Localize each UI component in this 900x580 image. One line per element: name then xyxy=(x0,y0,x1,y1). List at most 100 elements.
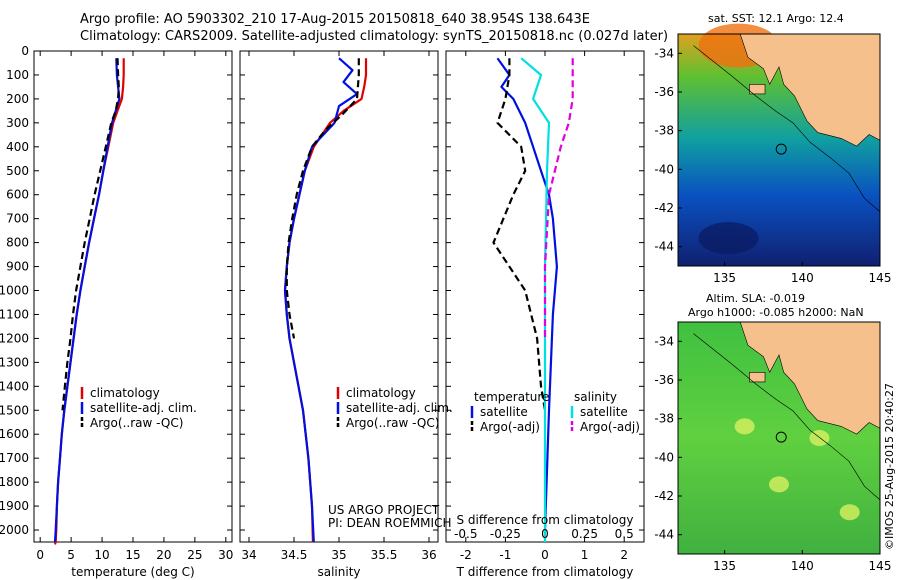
map-y-tick-label: -40 xyxy=(654,450,674,464)
y-tick-label: 200 xyxy=(6,92,29,106)
series-line-temperature-2 xyxy=(61,58,120,411)
top-x-tick-label: 0 xyxy=(541,527,549,541)
credit-label: ©IMOS 25-Aug-2015 20:40:27 xyxy=(883,383,896,550)
legend-label: Argo(-adj) xyxy=(480,420,540,434)
map-y-tick-label: -34 xyxy=(654,46,674,60)
map-land-sst xyxy=(739,33,881,147)
y-tick-label: 1900 xyxy=(0,499,29,513)
map-x-tick-label: 135 xyxy=(713,271,736,285)
map-x-tick-label: 145 xyxy=(869,271,892,285)
x-axis-label: T difference from climatology xyxy=(456,565,634,579)
y-tick-label: 1200 xyxy=(0,331,29,345)
series-line-differences-0 xyxy=(496,57,559,531)
x-tick-label: -2 xyxy=(460,548,472,562)
panel-frame-salinity xyxy=(239,50,439,543)
map-y-tick-label: -44 xyxy=(654,240,674,254)
legend-label: satellite-adj. clim. xyxy=(90,401,197,415)
y-tick-label: 300 xyxy=(6,116,29,130)
y-tick-label: 1100 xyxy=(0,307,29,321)
sla-anomaly-blob xyxy=(734,418,755,435)
map-x-tick-label: 140 xyxy=(791,559,814,573)
annotation-label: US ARGO PROJECT xyxy=(328,503,440,517)
x-tick-label: 0 xyxy=(541,548,549,562)
header-line1: Argo profile: AO 5903302_210 17-Aug-2015… xyxy=(80,12,590,27)
series-line-salinity-1 xyxy=(283,57,359,543)
x-tick-label: 10 xyxy=(94,548,109,562)
y-tick-label: 1600 xyxy=(0,427,29,441)
sla-anomaly-blob xyxy=(839,504,860,521)
top-x-tick-label: -0.5 xyxy=(454,527,477,541)
map-y-tick-label: -42 xyxy=(654,201,674,215)
argo-location-marker-sst xyxy=(775,143,787,155)
series-line-salinity-0 xyxy=(283,58,368,543)
x-tick-label: 35.5 xyxy=(371,548,398,562)
series-line-temperature-1 xyxy=(53,58,121,543)
map-frame-sla xyxy=(677,321,881,555)
series-line-differences-1 xyxy=(492,58,547,411)
y-tick-label: 500 xyxy=(6,164,29,178)
map-y-tick-label: -36 xyxy=(654,373,674,387)
series-line-salinity-2 xyxy=(285,58,360,339)
legend-group-title: salinity xyxy=(574,390,617,404)
series-line-differences-3 xyxy=(543,58,574,339)
map-y-tick-label: -38 xyxy=(654,412,674,426)
x-tick-label: 34 xyxy=(241,548,256,562)
x-tick-label: 30 xyxy=(218,548,233,562)
y-tick-label: 400 xyxy=(6,140,29,154)
legend-label: satellite xyxy=(580,405,628,419)
y-tick-label: 900 xyxy=(6,260,29,274)
y-tick-label: 0 xyxy=(21,44,29,58)
legend-label: climatology xyxy=(346,386,416,400)
sla-map-title-2: Argo h1000: -0.085 h2000: NaN xyxy=(688,306,864,319)
map-x-tick-label: 135 xyxy=(713,559,736,573)
y-tick-label: 2000 xyxy=(0,523,29,537)
sst-cold-patch xyxy=(698,222,759,255)
header-line2: Climatology: CARS2009. Satellite-adjuste… xyxy=(80,29,669,44)
series-line-differences-2 xyxy=(520,57,551,542)
legend-group-title: temperature xyxy=(474,390,549,404)
x-tick-label: 0 xyxy=(36,548,44,562)
legend-label: satellite xyxy=(480,405,528,419)
legend-label: Argo(..raw -QC) xyxy=(346,416,439,430)
y-tick-label: 800 xyxy=(6,236,29,250)
x-axis-label: salinity xyxy=(317,565,360,579)
x-tick-label: 5 xyxy=(67,548,75,562)
map-y-tick-label: -38 xyxy=(654,124,674,138)
y-tick-label: 700 xyxy=(6,212,29,226)
map-x-tick-label: 145 xyxy=(869,559,892,573)
top-axis-label: S difference from climatology xyxy=(457,513,634,527)
y-tick-label: 1400 xyxy=(0,379,29,393)
legend-label: Argo(..raw -QC) xyxy=(90,416,183,430)
sla-map-title-1: Altim. SLA: -0.019 xyxy=(706,292,806,305)
map-y-tick-label: -44 xyxy=(654,528,674,542)
x-tick-label: -1 xyxy=(499,548,511,562)
x-tick-label: 1 xyxy=(581,548,589,562)
sla-anomaly-blob xyxy=(769,476,789,493)
y-tick-label: 1700 xyxy=(0,451,29,465)
map-contour-sla xyxy=(693,333,881,501)
top-x-tick-label: 0.25 xyxy=(571,527,598,541)
legend-label: climatology xyxy=(90,386,160,400)
y-tick-label: 600 xyxy=(6,188,29,202)
y-tick-label: 1500 xyxy=(0,403,29,417)
map-contour-sst xyxy=(693,45,881,213)
x-tick-label: 36 xyxy=(421,548,436,562)
map-land-sla xyxy=(739,321,881,435)
top-x-tick-label: -0.25 xyxy=(490,527,521,541)
series-line-temperature-0 xyxy=(53,58,125,545)
panel-frame-temperature xyxy=(33,50,233,543)
sst-map-title: sat. SST: 12.1 Argo: 12.4 xyxy=(708,12,844,25)
x-tick-label: 25 xyxy=(187,548,202,562)
y-tick-label: 100 xyxy=(6,68,29,82)
x-tick-label: 34.5 xyxy=(281,548,308,562)
x-tick-label: 20 xyxy=(156,548,171,562)
x-tick-label: 15 xyxy=(125,548,140,562)
annotation-label: PI: DEAN ROEMMICH xyxy=(328,516,451,530)
y-tick-label: 1000 xyxy=(0,284,29,298)
x-axis-label: temperature (deg C) xyxy=(71,565,194,579)
map-x-tick-label: 140 xyxy=(791,271,814,285)
top-x-tick-label: 0.5 xyxy=(615,527,634,541)
y-tick-label: 1800 xyxy=(0,475,29,489)
